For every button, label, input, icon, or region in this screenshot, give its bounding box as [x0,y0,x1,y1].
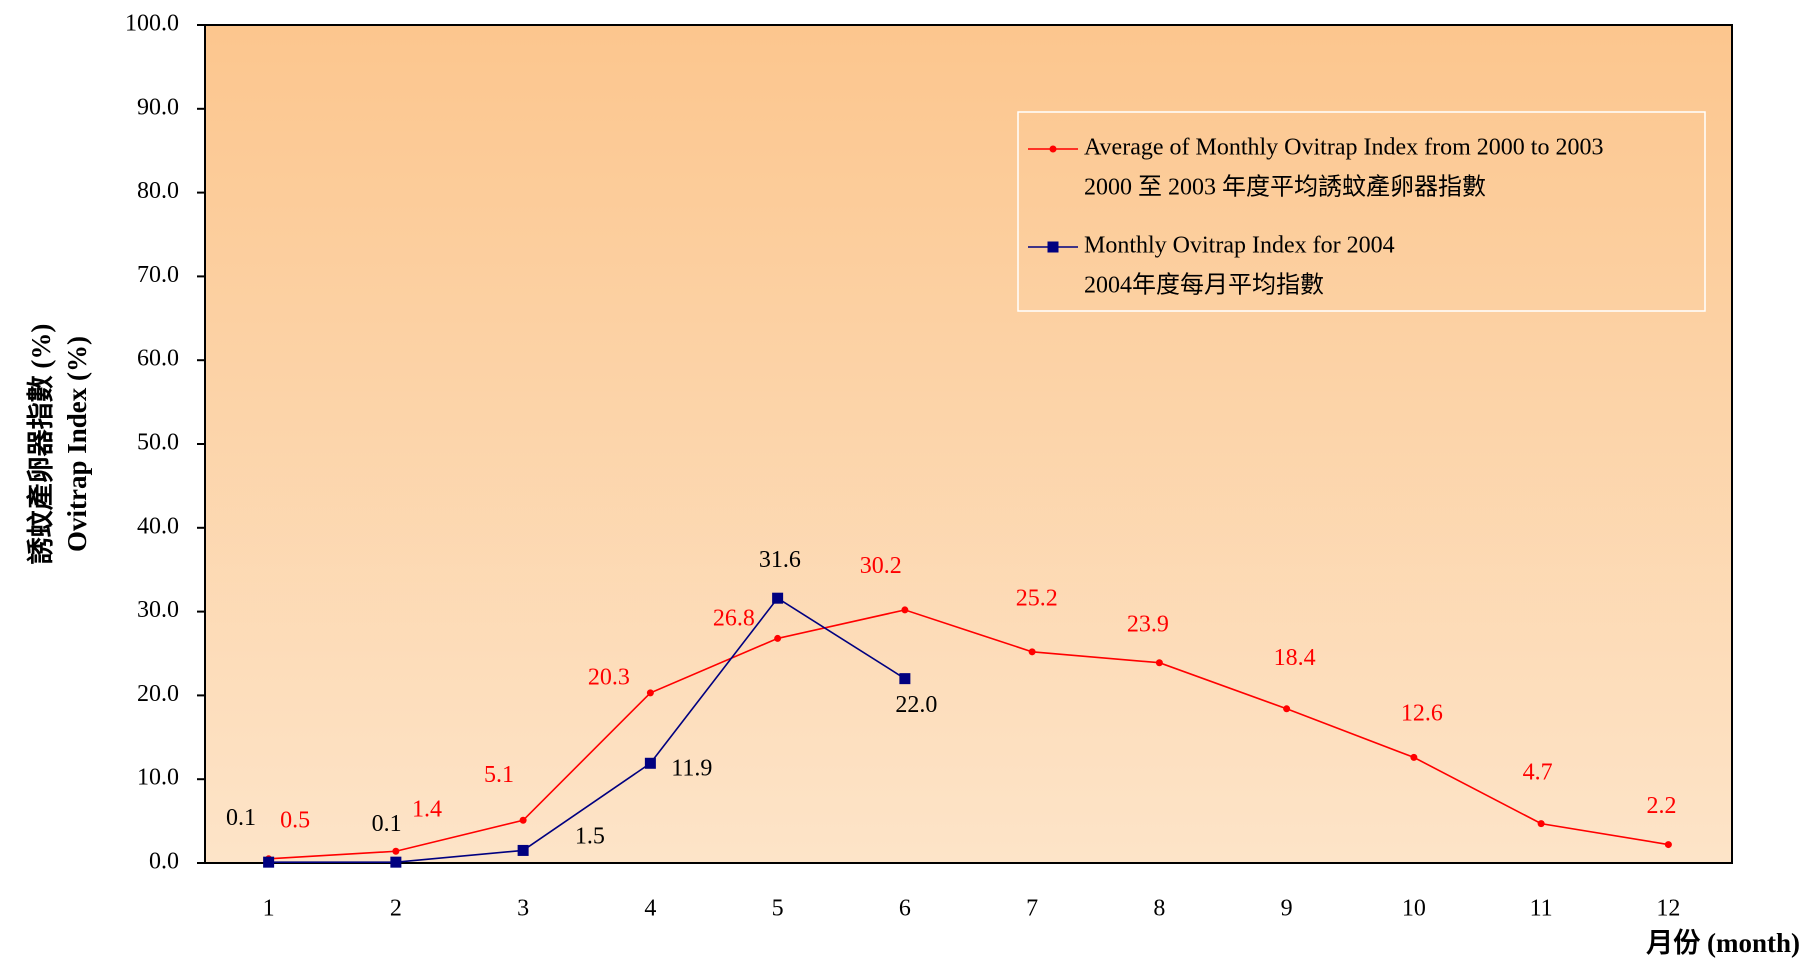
data-label: 25.2 [1016,586,1058,612]
y-axis-title: 誘蚊產卵器指數 (%) Ovitrap Index (%) [25,324,92,565]
y-tick-label: 0.0 [149,849,179,875]
x-tick-label: 1 [263,896,275,922]
marker [517,844,529,856]
y-tick-label: 70.0 [137,262,179,288]
x-tick-label: 5 [772,896,784,922]
plot-area [204,24,1733,864]
marker [392,847,400,855]
marker [1537,820,1545,828]
y-tick-label: 20.0 [137,681,179,707]
marker [1664,841,1672,849]
x-tick-label: 11 [1530,896,1553,922]
marker [774,634,782,642]
y-tick-label: 100.0 [125,11,179,37]
x-tick-label: 2 [390,896,402,922]
marker [772,592,784,604]
legend-box [1017,111,1706,312]
data-label: 26.8 [713,605,755,631]
y-tick-label: 60.0 [137,346,179,372]
marker [1028,648,1036,656]
x-tick-label: 10 [1402,896,1426,922]
data-label: 30.2 [860,553,902,579]
data-label: 20.3 [588,665,630,691]
marker [519,816,527,824]
data-label: 0.5 [280,807,310,833]
marker [646,689,654,697]
data-label: 1.4 [412,796,442,822]
data-label: 2.2 [1646,793,1676,819]
data-label: 4.7 [1523,760,1553,786]
marker [1283,705,1291,713]
data-label: 5.1 [484,762,514,788]
legend-marker [1049,145,1057,153]
marker [390,856,402,868]
y-tick-label: 80.0 [137,178,179,204]
data-label: 11.9 [671,756,712,782]
marker [1155,659,1163,667]
marker [263,856,275,868]
marker [901,606,909,614]
x-tick-label: 7 [1026,896,1038,922]
legend-label: Monthly Ovitrap Index for 2004 [1084,233,1395,259]
x-axis-title: 月份 (month) [1645,928,1800,958]
data-label: 1.5 [575,823,605,849]
data-label: 23.9 [1127,611,1169,637]
x-tick-label: 6 [899,896,911,922]
x-tick-label: 3 [517,896,529,922]
data-label: 0.1 [372,811,402,837]
x-tick-label: 12 [1656,896,1680,922]
y-tick-label: 40.0 [137,513,179,539]
legend-label-zh: 2000 至 2003 年度平均誘蚊產卵器指數 [1084,174,1486,201]
data-label: 22.0 [895,692,937,718]
x-tick-label: 9 [1281,896,1293,922]
series-line [268,609,1669,860]
legend-label: Average of Monthly Ovitrap Index from 20… [1084,135,1603,161]
marker [1410,753,1418,761]
y-tick-label: 10.0 [137,765,179,791]
legend-label-zh: 2004年度每月平均指數 [1084,272,1324,299]
x-tick-label: 8 [1153,896,1165,922]
marker [644,757,656,769]
y-tick-label: 90.0 [137,94,179,120]
y-label-zh: 誘蚊產卵器指數 (%) [25,324,56,565]
series-line [268,597,906,863]
data-label: 31.6 [759,547,801,573]
marker [899,673,911,685]
y-tick-label: 30.0 [137,597,179,623]
data-label: 0.1 [226,805,256,831]
data-label: 12.6 [1401,700,1443,726]
x-tick-label: 4 [644,896,656,922]
y-label: Ovitrap Index (%) [62,336,92,552]
legend-marker [1047,241,1059,253]
y-tick-label: 50.0 [137,430,179,456]
data-label: 18.4 [1274,645,1316,671]
